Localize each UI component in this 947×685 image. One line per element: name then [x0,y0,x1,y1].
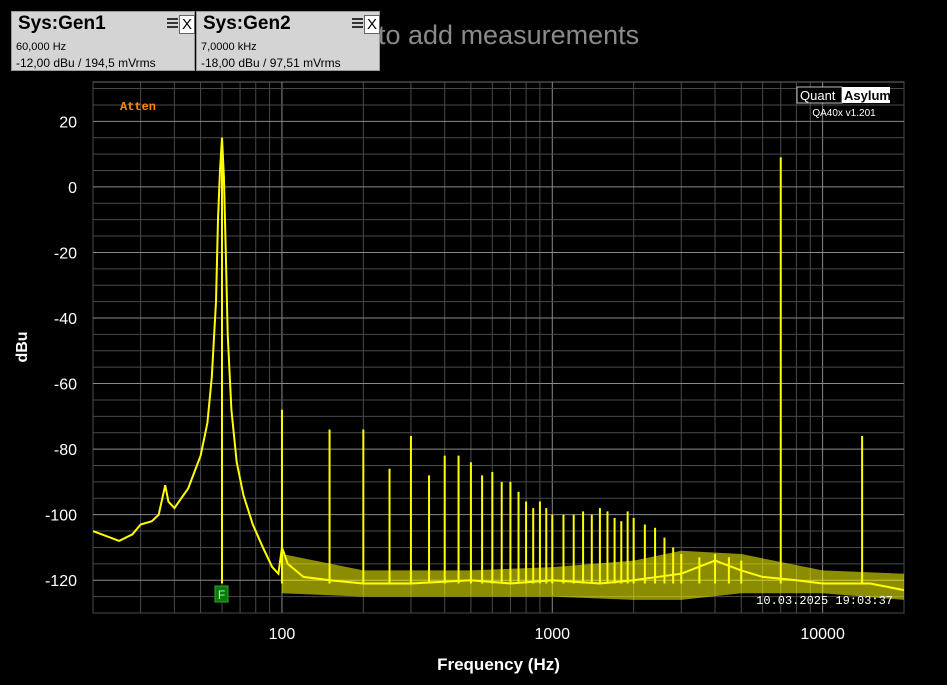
x-tick-label: 100 [269,626,296,643]
noise-floor-band [282,550,904,600]
y-tick-label: -40 [54,311,77,328]
gen2-panel[interactable]: Sys:Gen2 X 7,0000 kHz -18,00 dBu / 97,51… [196,11,380,71]
y-axis-label: dBu [14,331,31,362]
gen2-level: -18,00 dBu / 97,51 mVrms [201,56,341,70]
y-tick-label: 0 [68,180,77,197]
gen1-panel[interactable]: Sys:Gen1 X 60,000 Hz -12,00 dBu / 194,5 … [11,11,195,71]
x-tick-label: 10000 [800,626,845,643]
spectrum-trace [93,137,904,592]
timestamp: 10.03.2025 19:03:37 [756,594,893,608]
gen1-level: -12,00 dBu / 194,5 mVrms [16,56,156,70]
gen2-close-button[interactable]: X [364,15,380,34]
add-measurements-hint: to add measurements [378,20,640,50]
x-axis-label: Frequency (Hz) [437,655,560,674]
gen1-close-button[interactable]: X [179,15,195,34]
gen1-title: Sys:Gen1 [18,13,106,34]
menu-icon[interactable] [167,18,178,31]
logo-asylum: Asylum [844,88,891,103]
y-tick-label: -20 [54,245,77,262]
gen1-frequency: 60,000 Hz [16,41,67,53]
y-tick-label: -60 [54,377,77,394]
x-tick-label: 1000 [534,626,570,643]
y-tick-label: -100 [45,508,77,525]
version-label: QA40x v1.201 [812,108,876,119]
f-marker-label[interactable]: F [218,588,225,602]
gen2-title: Sys:Gen2 [203,13,291,34]
logo-quant: Quant [800,88,836,103]
y-tick-label: -80 [54,442,77,459]
plot-frame [92,81,905,614]
logo-asylum-box [842,87,890,103]
menu-icon[interactable] [352,18,363,31]
gen2-frequency: 7,0000 kHz [201,41,257,53]
atten-label[interactable]: Atten [120,100,156,114]
y-tick-label: -120 [45,573,77,590]
f-marker-box[interactable] [214,585,229,603]
y-tick-label: 20 [59,114,77,131]
